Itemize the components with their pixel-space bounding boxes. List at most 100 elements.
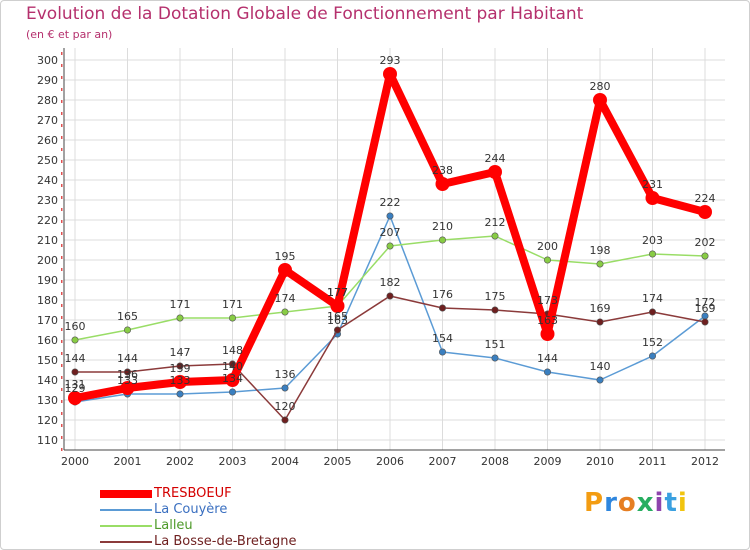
data-point-0: [593, 93, 607, 107]
data-label-3: 144: [117, 352, 138, 365]
data-label-1: 154: [432, 332, 453, 345]
y-tick-label: 110: [37, 434, 58, 447]
data-point-2: [124, 326, 132, 334]
y-tick-label: 130: [37, 394, 58, 407]
data-label-3: 147: [170, 346, 191, 359]
data-label-2: 174: [275, 292, 296, 305]
x-tick-label: 2007: [429, 455, 457, 468]
data-point-1: [596, 376, 604, 384]
y-tick-label: 300: [37, 54, 58, 67]
data-label-3: 144: [65, 352, 86, 365]
proxiti-logo: Proxiti: [584, 488, 688, 518]
y-tick-label: 250: [37, 154, 58, 167]
data-point-0: [173, 375, 187, 389]
y-axis-tick-mark: [61, 352, 63, 355]
y-tick-label: 240: [37, 174, 58, 187]
y-axis-tick-mark: [61, 280, 63, 283]
data-point-0: [645, 191, 660, 205]
x-tick-label: 2008: [481, 455, 509, 468]
y-axis-tick-mark: [61, 196, 63, 199]
y-tick-label: 270: [37, 114, 58, 127]
data-label-3: 175: [485, 290, 506, 303]
y-axis-tick-mark: [61, 304, 63, 307]
legend-swatch: [100, 525, 152, 527]
data-point-3: [491, 306, 499, 314]
y-tick-label: 200: [37, 254, 58, 267]
y-tick-label: 170: [37, 314, 58, 327]
data-label-0: 136: [117, 368, 138, 381]
logo-letter: i: [677, 488, 688, 518]
y-axis-tick-mark: [61, 220, 63, 223]
y-axis-tick-mark: [61, 424, 63, 427]
legend-label: La Couyère: [154, 502, 228, 517]
x-tick-label: 2009: [534, 455, 562, 468]
data-label-2: 202: [695, 236, 716, 249]
y-axis-tick-mark: [61, 400, 63, 403]
data-point-2: [596, 260, 604, 268]
data-point-3: [124, 368, 132, 376]
y-tick-label: 260: [37, 134, 58, 147]
y-tick-label: 210: [37, 234, 58, 247]
data-point-2: [438, 236, 446, 244]
data-label-2: 212: [485, 216, 506, 229]
data-label-2: 177: [327, 286, 348, 299]
data-point-2: [543, 256, 551, 264]
y-axis-tick-mark: [61, 184, 63, 187]
data-point-2: [176, 314, 184, 322]
data-label-2: 200: [537, 240, 558, 253]
data-point-0: [120, 381, 135, 395]
x-tick-label: 2000: [61, 455, 89, 468]
y-tick-label: 140: [37, 374, 58, 387]
y-axis-tick-mark: [61, 256, 63, 259]
data-point-0: [330, 299, 345, 313]
chart-subtitle: (en € et par an): [26, 28, 113, 41]
data-label-3: 169: [590, 302, 611, 315]
y-tick-label: 230: [37, 194, 58, 207]
data-point-3: [438, 304, 446, 312]
data-label-2: 165: [117, 310, 138, 323]
data-point-1: [229, 388, 237, 396]
data-label-0: 139: [170, 362, 191, 375]
x-tick-label: 2002: [166, 455, 194, 468]
data-point-0: [435, 177, 450, 191]
data-point-1: [543, 368, 551, 376]
y-axis-tick-mark: [61, 88, 63, 91]
data-point-0: [278, 263, 292, 277]
data-label-2: 198: [590, 244, 611, 257]
data-label-1: 151: [485, 338, 506, 351]
data-point-2: [648, 250, 656, 258]
y-axis-tick-mark: [61, 100, 63, 103]
data-point-3: [281, 416, 289, 424]
data-label-0: 140: [222, 360, 243, 373]
y-tick-label: 290: [37, 74, 58, 87]
data-point-1: [176, 390, 184, 398]
y-axis-tick-mark: [61, 148, 63, 151]
data-label-1: 136: [275, 368, 296, 381]
data-label-3: 182: [380, 276, 401, 289]
data-point-1: [386, 212, 394, 220]
data-label-0: 177: [327, 286, 348, 299]
y-axis-tick-mark: [61, 388, 63, 391]
data-label-3: 165: [327, 310, 348, 323]
data-point-0: [225, 373, 240, 387]
data-label-1: 129: [65, 382, 86, 395]
legend-label: TRESBOEUF: [154, 486, 232, 501]
data-point-0: [540, 327, 555, 341]
logo-letter: r: [604, 488, 618, 518]
y-axis-tick-mark: [61, 124, 63, 127]
data-label-2: 207: [380, 226, 401, 239]
data-label-2: 160: [65, 320, 86, 333]
data-label-3: 169: [695, 302, 716, 315]
y-tick-label: 160: [37, 334, 58, 347]
y-axis-tick-mark: [61, 268, 63, 271]
y-axis-tick-mark: [61, 64, 63, 67]
data-label-1: 134: [222, 372, 243, 385]
y-axis-tick-mark: [61, 328, 63, 331]
data-point-1: [648, 352, 656, 360]
data-point-3: [701, 318, 709, 326]
x-tick-label: 2003: [219, 455, 247, 468]
logo-letter: P: [584, 488, 605, 518]
y-axis-tick-mark: [61, 316, 63, 319]
logo-letter: o: [617, 488, 637, 518]
